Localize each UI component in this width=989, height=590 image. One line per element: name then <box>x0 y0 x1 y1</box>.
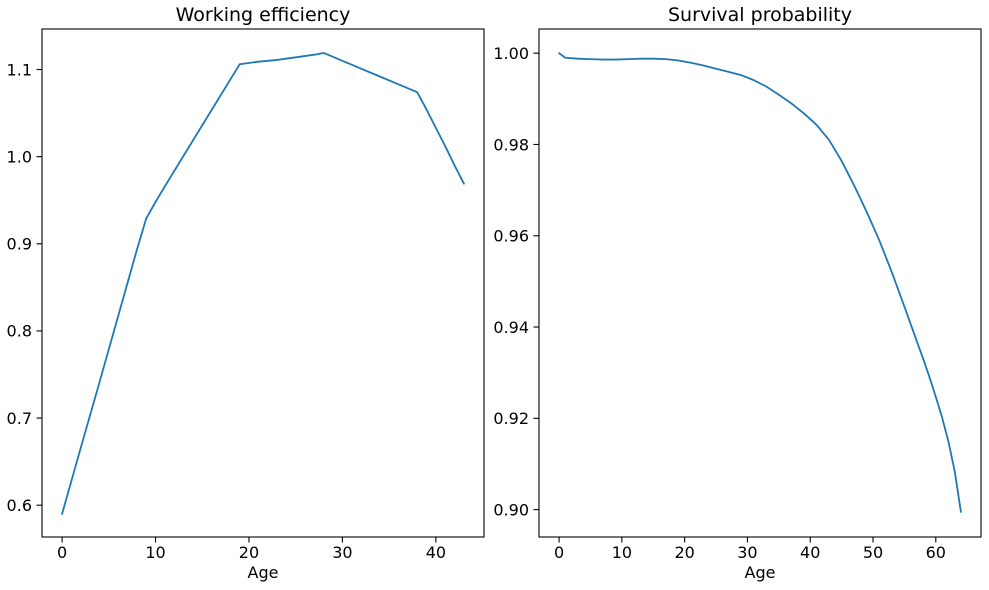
working-efficiency-plot: 0 10 20 30 40 0.6 0.7 0.8 0.9 1.0 1.1 <box>7 28 485 562</box>
y-tick-label: 0.7 <box>7 409 32 428</box>
survival-probability-plot: 0 10 20 30 40 50 60 0.90 0.92 0.94 0.96 0.98 1.00 <box>493 28 982 562</box>
x-tick-label: 60 <box>926 543 946 562</box>
x-tick-label: 30 <box>332 543 352 562</box>
x-tick-label: 50 <box>863 543 883 562</box>
y-tick-label: 1.1 <box>7 60 32 79</box>
chart-title-working-efficiency: Working efficiency <box>175 4 351 26</box>
x-tick-label: 10 <box>612 543 632 562</box>
y-tick-label: 0.94 <box>493 318 529 337</box>
y-tick-label: 1.00 <box>493 44 529 63</box>
y-tick-label: 0.98 <box>493 135 529 154</box>
plot-frame <box>538 28 982 538</box>
x-tick-label: 0 <box>57 543 67 562</box>
y-tick-label: 0.8 <box>7 322 32 341</box>
data-line-working-efficiency-by-age <box>61 52 465 515</box>
y-tick-label: 0.6 <box>7 496 32 515</box>
x-axis-label-age-left: Age <box>247 563 279 582</box>
x-tick-label: 10 <box>145 543 165 562</box>
y-tick-label: 0.90 <box>493 500 529 519</box>
x-tick-label: 0 <box>554 543 564 562</box>
x-axis-label-age-right: Age <box>744 563 776 582</box>
x-tick-label: 40 <box>426 543 446 562</box>
y-tick-label: 0.92 <box>493 409 529 428</box>
x-tick-label: 20 <box>674 543 694 562</box>
y-tick-label: 0.96 <box>493 227 529 246</box>
x-tick-label: 20 <box>239 543 259 562</box>
chart-title-survival-probability: Survival probability <box>667 4 853 26</box>
x-tick-label: 40 <box>800 543 820 562</box>
y-tick-label: 0.9 <box>7 235 32 254</box>
data-line-survival-probability-by-age <box>558 52 962 513</box>
y-tick-label: 1.0 <box>7 147 32 166</box>
plot-frame <box>41 28 485 538</box>
x-tick-label: 30 <box>737 543 757 562</box>
